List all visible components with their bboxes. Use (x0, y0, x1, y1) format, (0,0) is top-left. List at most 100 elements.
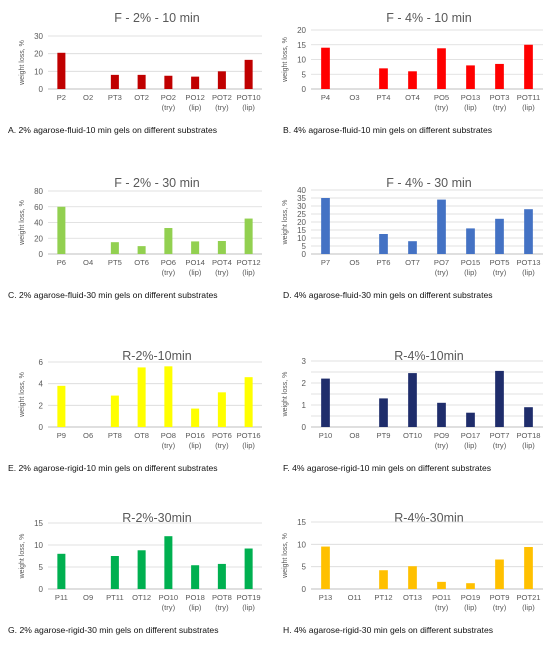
x-tick-label: POT2 (try) (212, 93, 232, 112)
x-tick-label: PO7 (try) (434, 258, 449, 277)
x-tick-label: OT10 (403, 431, 422, 440)
x-tick-label-line: (lip) (464, 103, 477, 112)
x-tick-label: POT6 (try) (212, 431, 232, 450)
x-tick-label-line: (lip) (189, 268, 202, 277)
x-tick-label-line: PT9 (377, 431, 391, 440)
y-tick-label: 5 (302, 563, 307, 572)
x-tick-label-line: PT5 (108, 258, 122, 267)
x-tick-label: PO6 (try) (161, 258, 176, 277)
x-tick-label: POT13 (lip) (516, 258, 540, 277)
y-tick-label: 3 (302, 357, 307, 366)
x-tick-label: PT8 (108, 431, 122, 440)
y-tick-label: 5 (302, 70, 307, 79)
chart-panel-5: R-2%-10min 0 2 4 6 weight loss, % P9 O6 PT8 OT8 PO… (8, 349, 262, 473)
bar (244, 377, 253, 427)
x-tick-label-line: (lip) (464, 603, 477, 612)
bar (244, 548, 253, 589)
x-tick-label-line: OT4 (405, 93, 420, 102)
x-tick-label-line: (lip) (242, 441, 255, 450)
x-tick-label: P11 (55, 593, 68, 602)
bar (466, 65, 475, 89)
x-tick-label-line: O2 (83, 93, 93, 102)
x-tick-label: PO12 (lip) (185, 93, 204, 112)
bar (244, 218, 253, 254)
x-tick-label-line: PO17 (461, 431, 480, 440)
x-tick-label-line: P9 (57, 431, 66, 440)
x-tick-label-line: (try) (435, 268, 449, 277)
x-tick-label: PO9 (try) (434, 431, 449, 450)
x-tick-label: O2 (83, 93, 93, 102)
panel-caption: E. 2% agarose-rigid-10 min gels on diffe… (8, 463, 218, 473)
x-tick-label: PT4 (377, 93, 391, 102)
bar (408, 241, 417, 254)
y-tick-label: 6 (39, 358, 44, 367)
bar (164, 75, 173, 89)
bar (466, 583, 475, 589)
bar (321, 546, 330, 589)
x-tick-label-line: POT3 (490, 93, 510, 102)
x-tick-label: POT9 (try) (490, 593, 510, 612)
x-tick-label: P6 (57, 258, 66, 267)
y-axis-label: weight loss, % (282, 37, 289, 83)
x-tick-label: POT16 (lip) (237, 431, 261, 450)
y-tick-label: 10 (297, 540, 306, 549)
bar (524, 209, 533, 254)
y-tick-label: 0 (39, 423, 44, 432)
x-tick-label-line: P7 (321, 258, 330, 267)
x-tick-label-line: P11 (55, 593, 68, 602)
x-tick-label-line: POT19 (237, 593, 261, 602)
x-tick-label-line: OT2 (134, 93, 149, 102)
bar (57, 385, 66, 427)
x-tick-label-line: PO16 (185, 431, 204, 440)
x-tick-label: POT7 (try) (490, 431, 510, 450)
panel-caption: F. 4% agarose-rigid-10 min gels on diffe… (283, 463, 491, 473)
y-tick-label: 10 (34, 541, 43, 550)
bar (137, 246, 146, 254)
bar (437, 581, 446, 589)
x-tick-label: PO19 (lip) (461, 593, 480, 612)
bar (244, 59, 253, 89)
bar (57, 206, 66, 254)
bar (524, 547, 533, 589)
bar (164, 536, 173, 589)
x-tick-label-line: PO14 (185, 258, 204, 267)
x-tick-label-line: PT11 (106, 593, 124, 602)
bar (524, 44, 533, 89)
bar (495, 63, 504, 89)
x-tick-label-line: (lip) (189, 103, 202, 112)
bar (437, 402, 446, 427)
chart-title: R-4%-10min (394, 349, 464, 363)
y-tick-label: 0 (39, 85, 44, 94)
x-tick-label: OT7 (405, 258, 420, 267)
x-tick-label: O3 (349, 93, 359, 102)
bar (379, 234, 388, 254)
bar (164, 228, 173, 254)
x-tick-label-line: POT12 (237, 258, 261, 267)
y-tick-label: 20 (297, 26, 306, 35)
y-tick-label: 0 (39, 250, 44, 259)
x-tick-label: O9 (83, 593, 93, 602)
x-tick-label: PO11 (try) (432, 593, 451, 612)
panel-caption: H. 4% agarose-rigid-30 min gels on diffe… (283, 625, 493, 635)
chart-panel-2: F - 4% - 10 min 0 5 10 15 20 weight loss, % P4 O… (282, 11, 543, 135)
bar (408, 566, 417, 589)
x-tick-label: POT5 (try) (490, 258, 510, 277)
bar (57, 553, 66, 589)
x-tick-label-line: POT16 (237, 431, 261, 440)
x-tick-label-line: P4 (321, 93, 330, 102)
y-axis-label: weight loss, % (19, 200, 26, 246)
x-tick-label: POT4 (try) (212, 258, 232, 277)
x-tick-label: PT12 (374, 593, 392, 602)
y-axis-label: weight loss, % (19, 40, 26, 86)
x-tick-label: P9 (57, 431, 66, 440)
x-tick-label: PO14 (lip) (185, 258, 204, 277)
y-tick-label: 5 (39, 563, 44, 572)
x-tick-label-line: O9 (83, 593, 93, 602)
x-tick-label-line: (try) (435, 603, 449, 612)
x-tick-label: PT5 (108, 258, 122, 267)
x-tick-label-line: PT8 (108, 431, 122, 440)
x-tick-label-line: (try) (493, 103, 507, 112)
x-tick-label-line: PO19 (461, 593, 480, 602)
x-tick-label-line: (lip) (522, 268, 535, 277)
x-tick-label-line: O6 (83, 431, 93, 440)
